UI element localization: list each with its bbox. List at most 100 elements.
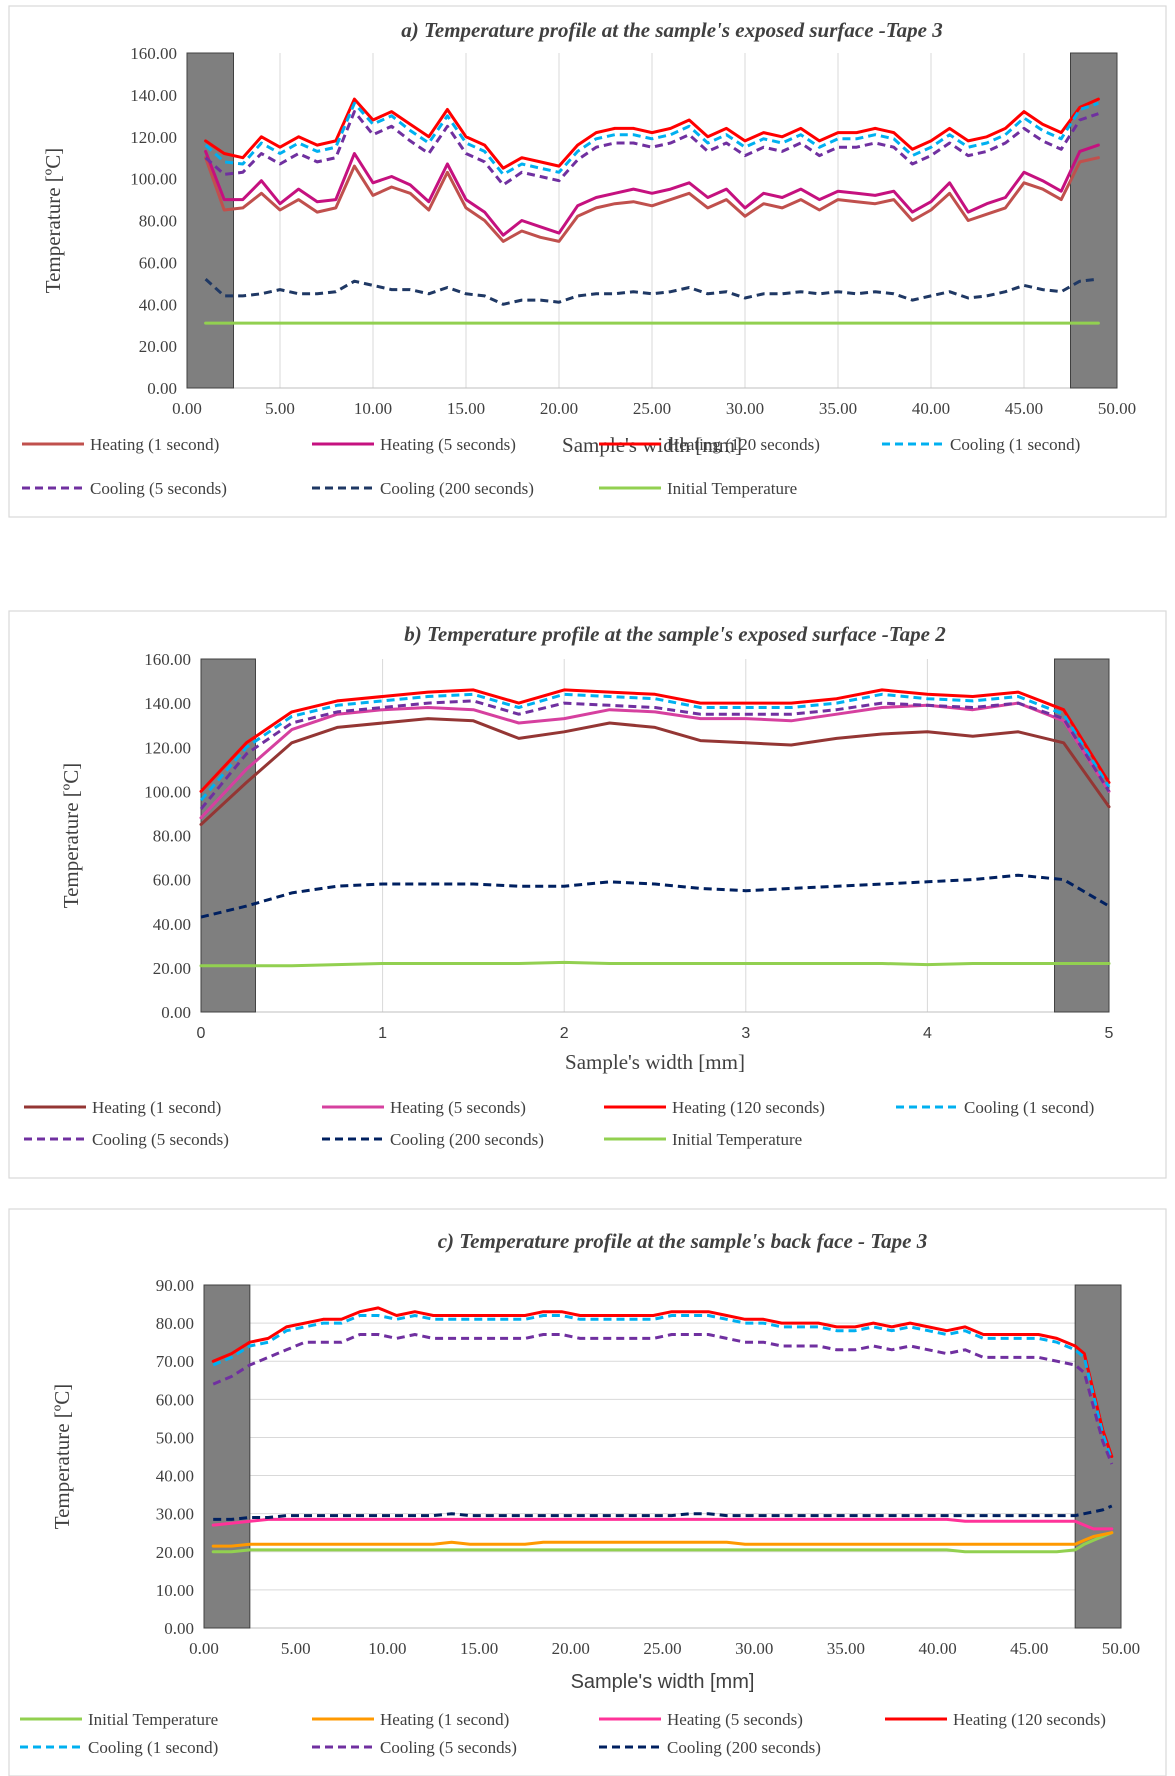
y-axis-label: Temperature [ºC] (41, 148, 65, 294)
series-line-1 (204, 143, 1100, 237)
legend-label: Cooling (200 seconds) (380, 479, 534, 498)
chart-frame (8, 1208, 1167, 1776)
chart-panel-a: a) Temperature profile at the sample's e… (0, 0, 1175, 518)
x-tick-label: 1 (378, 1025, 387, 1042)
legend-label: Initial Temperature (672, 1130, 802, 1149)
x-tick-label: 0 (197, 1025, 206, 1042)
legend-label: Heating (1 second) (380, 1710, 509, 1729)
legend-label: Cooling (1 second) (950, 435, 1080, 454)
y-tick-label: 100.00 (130, 170, 177, 189)
y-tick-label: 120.00 (144, 738, 191, 757)
series-line-5 (204, 277, 1099, 306)
legend-label: Heating (120 seconds) (953, 1710, 1106, 1729)
chart-panel-c: c) Temperature profile at the sample's b… (0, 1203, 1175, 1776)
x-tick-label: 35.00 (819, 399, 857, 418)
y-tick-label: 40.00 (156, 1467, 194, 1486)
x-tick-label: 50.00 (1098, 399, 1136, 418)
chart-panel-b: b) Temperature profile at the sample's e… (0, 604, 1175, 1179)
x-axis-label: Sample's width [mm] (571, 1671, 755, 1693)
shaded-region-0 (186, 52, 234, 389)
x-tick-label: 10.00 (354, 399, 392, 418)
x-tick-label: 25.00 (633, 399, 671, 418)
x-tick-label: 40.00 (918, 1639, 956, 1658)
chart-title: b) Temperature profile at the sample's e… (404, 622, 946, 646)
y-tick-label: 90.00 (156, 1276, 194, 1295)
x-tick-label: 50.00 (1102, 1639, 1140, 1658)
shaded-region-0 (203, 1284, 251, 1629)
series-line-0 (199, 717, 1111, 826)
series-line-0 (211, 1531, 1114, 1554)
x-tick-label: 3 (741, 1025, 750, 1042)
x-tick-label: 0.00 (189, 1639, 219, 1658)
x-tick-label: 2 (560, 1025, 569, 1042)
series-line-0 (204, 156, 1100, 243)
series-line-2 (204, 97, 1100, 170)
legend-label: Cooling (5 seconds) (380, 1738, 517, 1757)
series-line-6 (213, 1504, 1113, 1521)
series-line-6 (199, 960, 1111, 968)
y-axis-label: Temperature [ºC] (59, 763, 83, 909)
x-tick-label: 35.00 (827, 1639, 865, 1658)
y-tick-label: 40.00 (139, 295, 177, 314)
legend-label: Cooling (200 seconds) (390, 1130, 544, 1149)
legend-label: Heating (5 seconds) (667, 1710, 803, 1729)
y-tick-label: 120.00 (130, 128, 177, 147)
y-tick-label: 160.00 (130, 44, 177, 63)
x-tick-label: 45.00 (1005, 399, 1043, 418)
y-tick-label: 0.00 (164, 1619, 194, 1638)
shaded-region-0 (200, 658, 256, 1013)
chart-title: a) Temperature profile at the sample's e… (401, 18, 942, 42)
y-tick-label: 10.00 (156, 1581, 194, 1600)
x-tick-label: 25.00 (643, 1639, 681, 1658)
legend-label: Cooling (200 seconds) (667, 1738, 821, 1757)
y-tick-label: 160.00 (144, 650, 191, 669)
legend-label: Cooling (1 second) (964, 1098, 1094, 1117)
chart-title: c) Temperature profile at the sample's b… (438, 1229, 928, 1253)
y-tick-label: 140.00 (130, 86, 177, 105)
x-tick-label: 10.00 (368, 1639, 406, 1658)
x-tick-label: 5 (1105, 1025, 1114, 1042)
y-tick-label: 100.00 (144, 782, 191, 801)
y-axis-label: Temperature [ºC] (50, 1384, 74, 1530)
series-line-3 (204, 101, 1099, 176)
x-axis-label: Sample's width [mm] (565, 1050, 745, 1074)
y-tick-label: 0.00 (161, 1003, 191, 1022)
series-line-3 (211, 1306, 1114, 1458)
x-tick-label: 20.00 (540, 399, 578, 418)
chart-c-svg: c) Temperature profile at the sample's b… (8, 1208, 1167, 1776)
series-line-4 (212, 1314, 1114, 1461)
y-tick-label: 20.00 (153, 959, 191, 978)
shaded-region-1 (1054, 658, 1110, 1013)
y-tick-label: 140.00 (144, 694, 191, 713)
legend-label: Heating (5 seconds) (380, 435, 516, 454)
chart-a-svg: a) Temperature profile at the sample's e… (8, 5, 1167, 518)
legend-label: Cooling (1 second) (88, 1738, 218, 1757)
legend-label: Initial Temperature (88, 1710, 218, 1729)
shaded-region-1 (1074, 1284, 1122, 1629)
y-tick-label: 20.00 (156, 1543, 194, 1562)
chart-b-svg: b) Temperature profile at the sample's e… (8, 610, 1167, 1179)
series-line-3 (199, 692, 1111, 802)
y-tick-label: 60.00 (139, 253, 177, 272)
y-tick-label: 80.00 (139, 212, 177, 231)
shaded-region-1 (1070, 52, 1118, 389)
x-tick-label: 15.00 (460, 1639, 498, 1658)
y-tick-label: 20.00 (139, 337, 177, 356)
y-tick-label: 40.00 (153, 915, 191, 934)
x-tick-label: 45.00 (1010, 1639, 1048, 1658)
y-tick-label: 50.00 (156, 1428, 194, 1447)
x-tick-label: 5.00 (281, 1639, 311, 1658)
legend-label: Heating (120 seconds) (672, 1098, 825, 1117)
series-line-1 (211, 1531, 1114, 1548)
series-line-4 (199, 699, 1111, 810)
x-tick-label: 0.00 (172, 399, 202, 418)
legend-label: Cooling (5 seconds) (90, 479, 227, 498)
legend-label: Cooling (5 seconds) (92, 1130, 229, 1149)
series-line-2 (199, 688, 1111, 793)
series-line-5 (212, 1333, 1114, 1465)
series-line-5 (200, 873, 1110, 919)
x-tick-label: 5.00 (265, 399, 295, 418)
y-tick-label: 80.00 (156, 1314, 194, 1333)
y-tick-label: 60.00 (153, 871, 191, 890)
legend-label: Heating (5 seconds) (390, 1098, 526, 1117)
